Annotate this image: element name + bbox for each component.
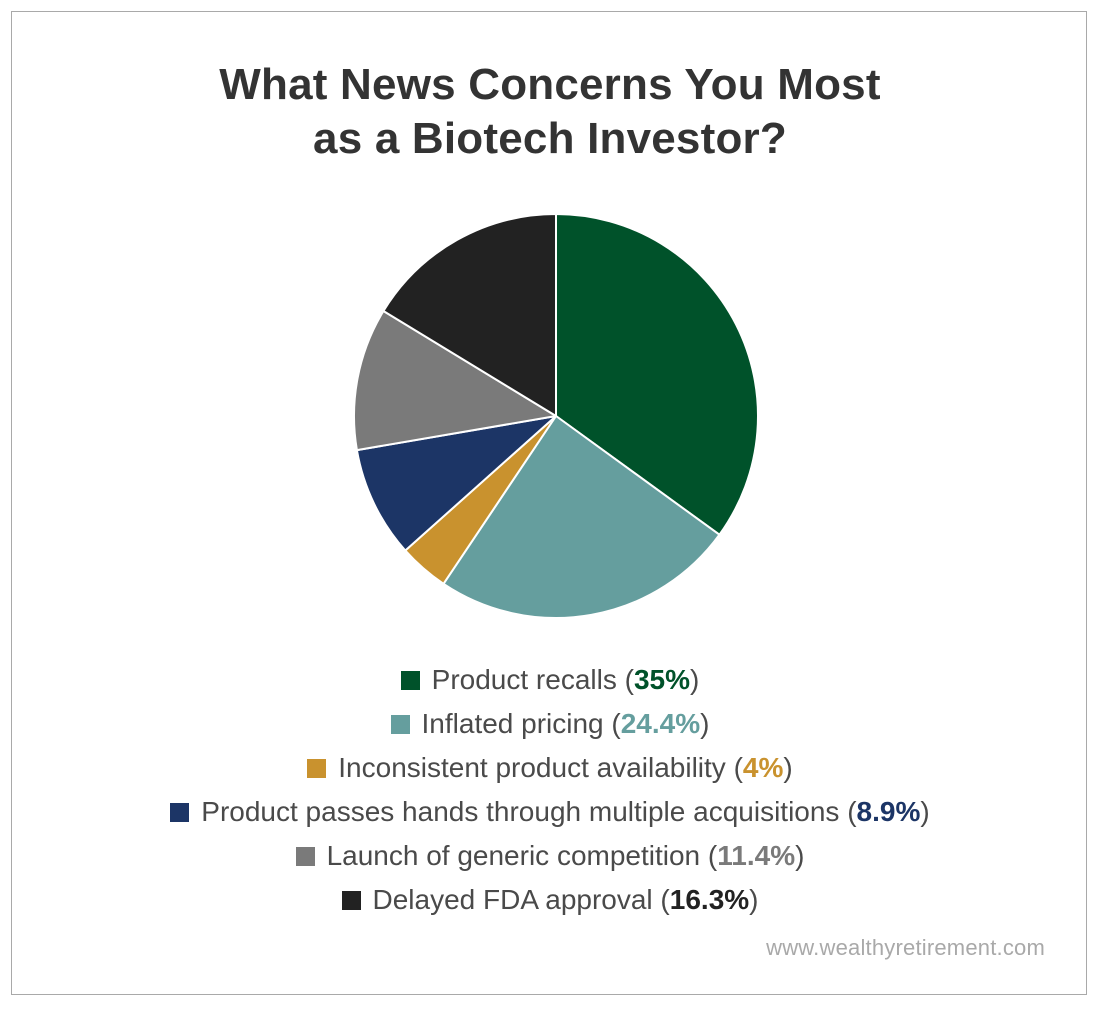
legend-paren: )	[795, 840, 805, 871]
chart-legend: Product recalls (35%) Inflated pricing (2…	[0, 658, 1100, 922]
legend-paren: )	[920, 796, 930, 827]
legend-value: 8.9%	[856, 796, 921, 827]
pie-slice-1	[555, 213, 759, 536]
legend-text: Inconsistent product availability (4%)	[338, 752, 792, 784]
pie-slice-6	[382, 213, 557, 417]
legend-paren: )	[700, 708, 710, 739]
legend-label: Inflated pricing (	[421, 708, 621, 739]
legend-swatch	[341, 890, 361, 910]
legend-value: 11.4%	[717, 840, 796, 871]
legend-value: 24.4%	[620, 708, 701, 739]
legend-swatch	[170, 802, 190, 822]
legend-item-6: Delayed FDA approval (16.3%)	[0, 878, 1100, 922]
legend-label: Inconsistent product availability (	[338, 752, 743, 783]
chart-title-line-2: as a Biotech Investor?	[313, 114, 787, 163]
chart-frame	[11, 11, 1087, 995]
legend-paren: )	[749, 884, 759, 915]
legend-text: Product recalls (35%)	[432, 664, 700, 696]
legend-value: 16.3%	[669, 884, 750, 915]
legend-item-3: Inconsistent product availability (4%)	[0, 746, 1100, 790]
legend-item-4: Product passes hands through multiple ac…	[0, 790, 1100, 834]
legend-label: Product recalls (	[431, 664, 634, 695]
source-credit: www.wealthyretirement.com	[766, 935, 1045, 960]
legend-label: Product passes hands through multiple ac…	[201, 796, 857, 827]
legend-label: Launch of generic competition (	[326, 840, 718, 871]
pie-chart	[353, 213, 759, 619]
pie-slice-5	[353, 309, 557, 452]
legend-item-1: Product recalls (35%)	[0, 658, 1100, 702]
chart-title-line-1: What News Concerns You Most	[219, 60, 881, 109]
pie-slice-4	[355, 415, 557, 552]
pie-slice-2	[442, 415, 721, 619]
legend-text: Launch of generic competition (11.4%)	[327, 840, 805, 872]
legend-label: Delayed FDA approval (	[372, 884, 670, 915]
legend-text: Inflated pricing (24.4%)	[422, 708, 710, 740]
chart-title: What News Concerns You Most as a Biotech…	[0, 58, 1100, 166]
legend-text: Delayed FDA approval (16.3%)	[373, 884, 759, 916]
legend-swatch	[307, 758, 327, 778]
legend-swatch	[390, 714, 410, 734]
legend-swatch	[295, 846, 315, 866]
legend-item-2: Inflated pricing (24.4%)	[0, 702, 1100, 746]
legend-paren: )	[690, 664, 700, 695]
legend-item-5: Launch of generic competition (11.4%)	[0, 834, 1100, 878]
legend-swatch	[400, 670, 420, 690]
legend-text: Product passes hands through multiple ac…	[201, 796, 929, 828]
legend-value: 4%	[742, 752, 784, 783]
legend-paren: )	[783, 752, 793, 783]
legend-value: 35%	[633, 664, 690, 695]
